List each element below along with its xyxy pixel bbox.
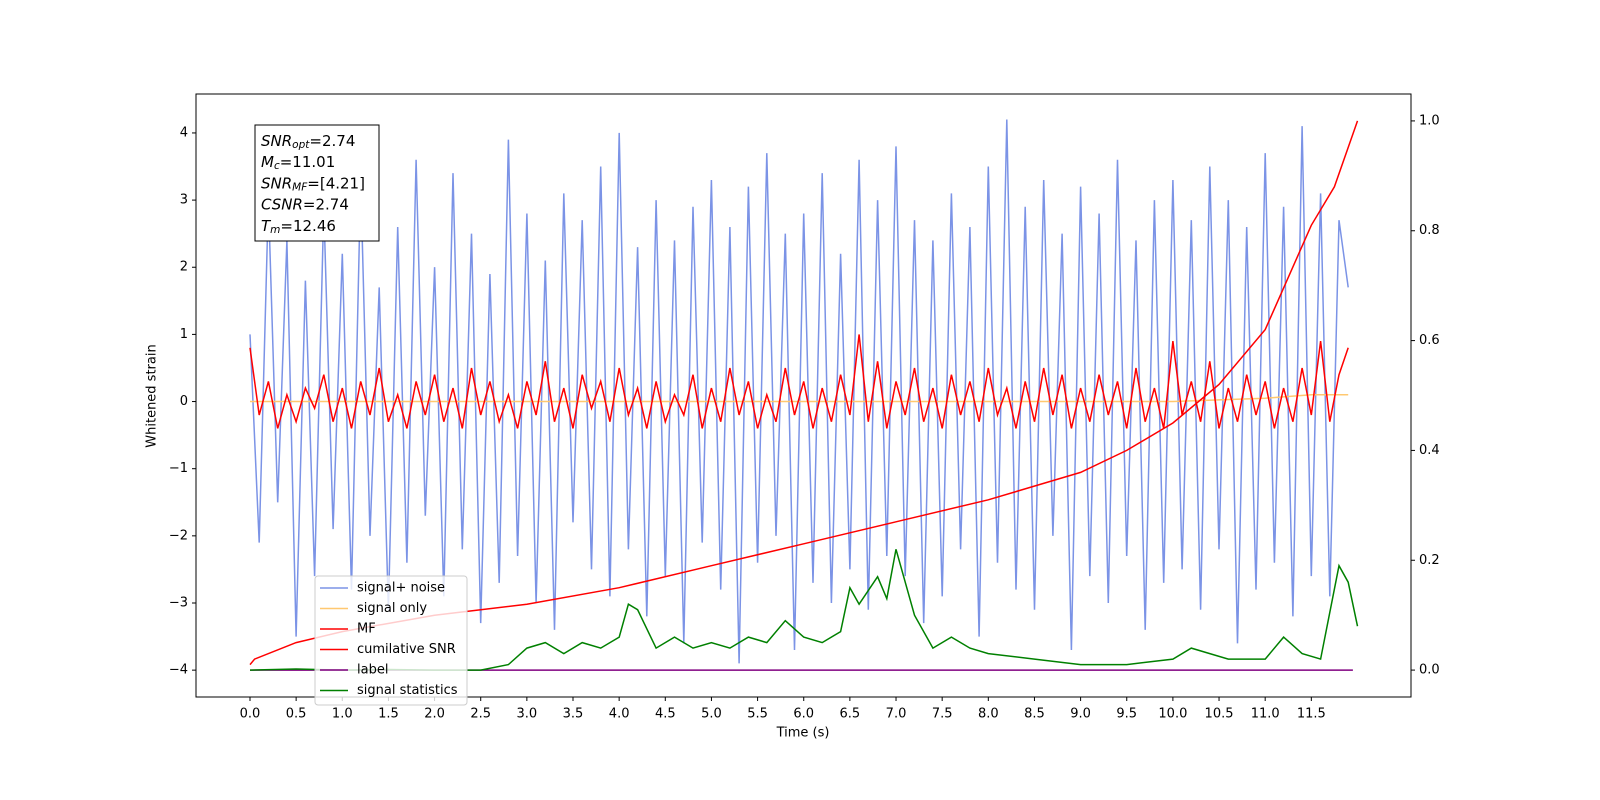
annotation-base: M [261, 153, 274, 171]
x-tick-label: 6.0 [793, 707, 814, 722]
legend-frame [314, 575, 468, 706]
x-tick-label: 9.0 [1070, 707, 1091, 722]
annotation-sub: c [274, 160, 280, 172]
y-tick-label: 0 [180, 394, 188, 409]
annotation-frame [254, 124, 380, 242]
x-tick-label: 8.0 [978, 707, 999, 722]
x-tick-label: 10.5 [1205, 707, 1234, 722]
annotation: Mc=11.01 [261, 153, 335, 173]
x-tick-label: 3.5 [563, 707, 584, 722]
x-tick-label: 3.0 [517, 707, 538, 722]
y2-tick-label: 0.2 [1419, 553, 1440, 568]
x-tick-label: 7.5 [932, 707, 953, 722]
x-axis-label: Time (s) [776, 726, 830, 741]
x-tick-label: 9.5 [1116, 707, 1137, 722]
legend-label: label [357, 663, 388, 678]
legend-label: signal+ noise [357, 581, 445, 596]
y2-tick-label: 0.6 [1419, 333, 1440, 348]
x-tick-label: 7.0 [886, 707, 907, 722]
annotation-sub: MF [292, 181, 308, 193]
x-tick-label: 11.5 [1297, 707, 1326, 722]
y-tick-label: 3 [180, 193, 188, 208]
x-tick-label: 2.0 [424, 707, 445, 722]
annotation-text: =12.46 [280, 216, 336, 234]
x-tick-label: 2.5 [470, 707, 491, 722]
x-tick-label: 0.5 [286, 707, 307, 722]
annotation: SNRopt=2.74 [261, 132, 355, 152]
y-tick-label: −2 [169, 528, 188, 543]
legend-label: cumilative SNR [357, 642, 456, 657]
x-tick-label: 0.0 [240, 707, 261, 722]
annotation-text: =[4.21] [307, 174, 365, 192]
annotation-text: =11.01 [280, 153, 336, 171]
x-tick-label: 4.0 [609, 707, 630, 722]
x-tick-label: 8.5 [1024, 707, 1045, 722]
x-tick-label: 6.5 [840, 707, 861, 722]
y2-tick-label: 0.8 [1419, 223, 1440, 238]
y-tick-label: 1 [180, 327, 188, 342]
x-tick-label: 4.5 [655, 707, 676, 722]
annotation: SNRMF=[4.21] [261, 174, 365, 194]
x-tick-label: 1.0 [332, 707, 353, 722]
annotation-sub: m [270, 224, 280, 236]
annotation: CSNR=2.74 [261, 195, 349, 213]
x-tick-label: 10.0 [1158, 707, 1187, 722]
y2-tick-label: 0.0 [1419, 663, 1440, 678]
y-tick-label: 2 [180, 260, 188, 275]
series-line [249, 334, 1349, 429]
y2-tick-label: 1.0 [1419, 113, 1440, 128]
series-line [250, 394, 1349, 403]
x-tick-label: 5.0 [701, 707, 722, 722]
legend-label: signal statistics [357, 683, 458, 698]
y-tick-label: −4 [169, 663, 188, 678]
annotation-text: =2.74 [303, 195, 349, 213]
annotation-base: CSNR [261, 195, 303, 213]
legend-label: MF [357, 622, 376, 637]
annotation-sub: opt [292, 139, 310, 151]
y-tick-label: 4 [180, 125, 188, 140]
annotation-base: SNR [261, 174, 292, 192]
annotation-base: SNR [261, 132, 292, 150]
series-line [249, 119, 1349, 664]
x-tick-label: 5.5 [747, 707, 768, 722]
y-tick-label: −1 [169, 461, 188, 476]
annotation-box: SNRopt=2.74Mc=11.01SNRMF=[4.21]CSNR=2.74… [254, 124, 380, 242]
legend: signal+ noise signal only MF cumilative SNR… [314, 575, 468, 706]
x-tick-label: 11.0 [1251, 707, 1280, 722]
y2-tick-label: 0.4 [1419, 443, 1440, 458]
annotation: Tm=12.46 [261, 216, 336, 236]
series-line [249, 549, 1359, 671]
annotation-base: T [261, 216, 272, 234]
annotation-text: =2.74 [309, 132, 355, 150]
y-tick-label: −3 [169, 595, 188, 610]
x-tick-label: 1.5 [378, 707, 399, 722]
legend-label: signal only [357, 601, 427, 616]
y-axis-label: Whitened strain [145, 344, 160, 447]
